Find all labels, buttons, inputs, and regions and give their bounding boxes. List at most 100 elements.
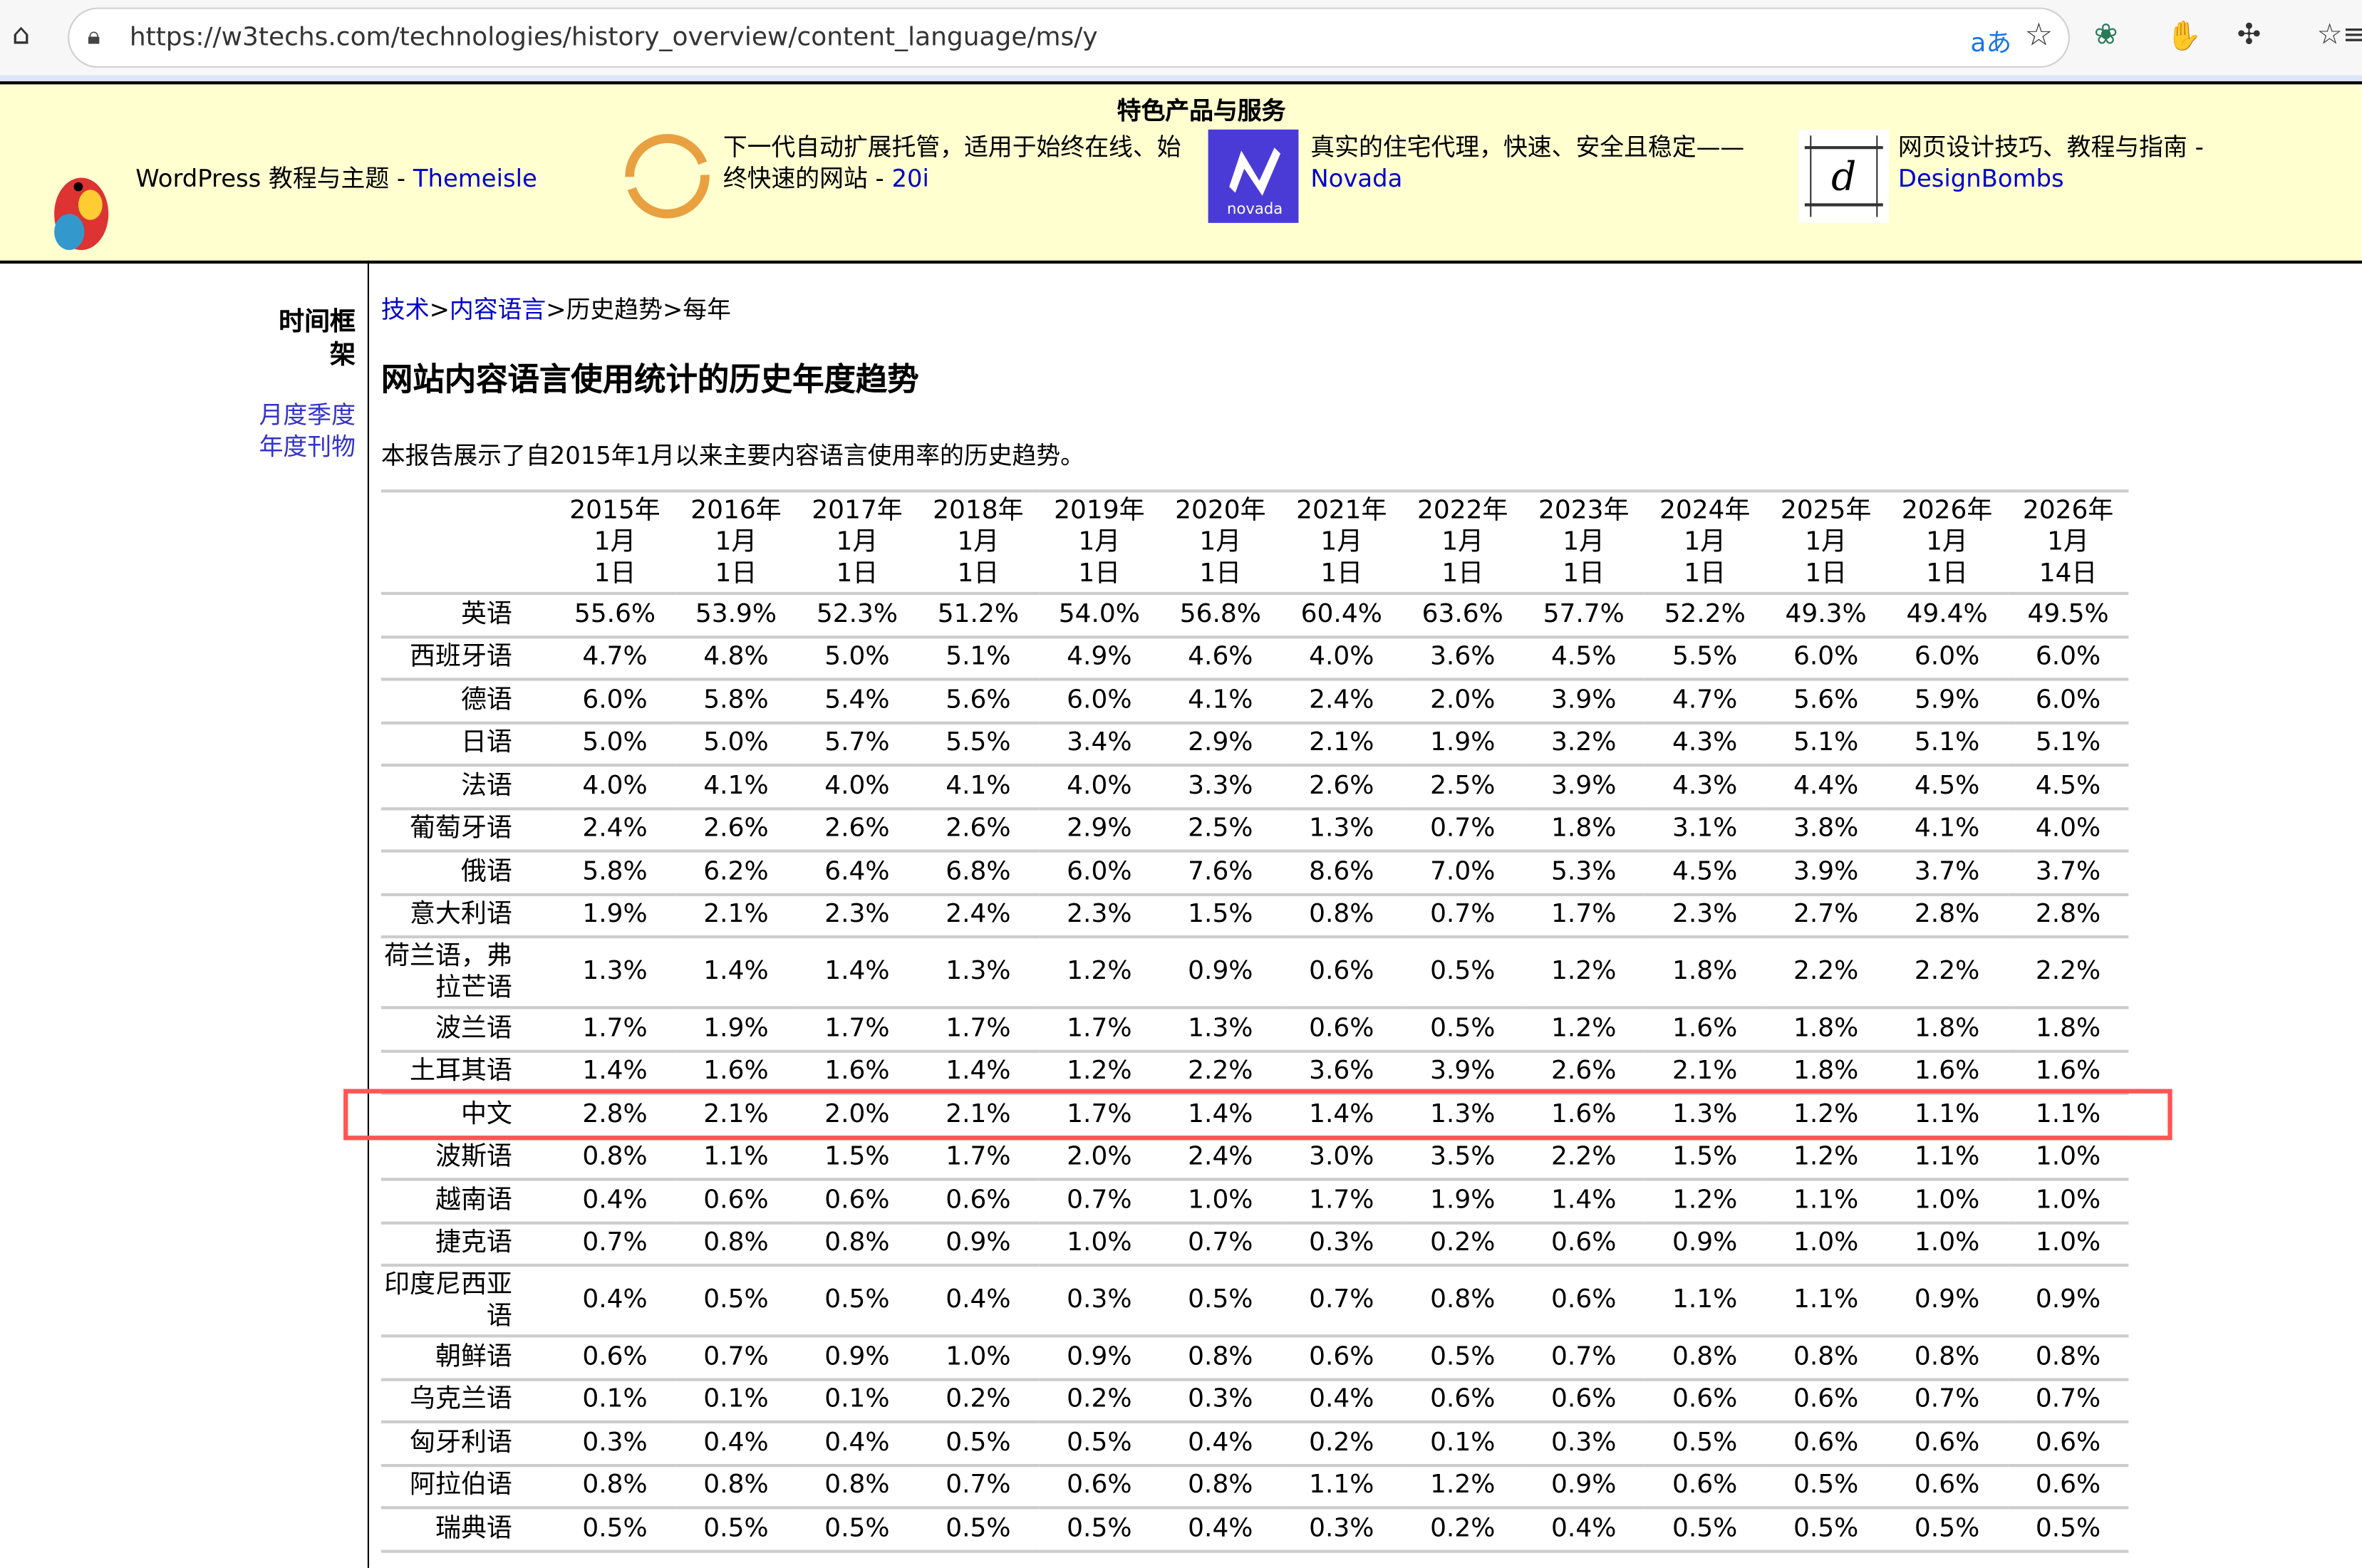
breadcrumb: 技术>内容语言>历史趋势>每年 xyxy=(381,289,731,326)
value-cell: 1.2% xyxy=(1765,1093,1887,1138)
value-cell: 0.8% xyxy=(1280,893,1402,939)
ad-link[interactable]: DesignBombs xyxy=(1897,164,2064,193)
value-cell: 1.2% xyxy=(1523,1007,1644,1052)
value-cell: 2.6% xyxy=(796,808,918,853)
ad-link[interactable]: Themeisle xyxy=(413,164,537,193)
value-cell: 51.2% xyxy=(917,593,1039,638)
value-cell: 2.1% xyxy=(1644,1050,1766,1095)
extension-icon[interactable]: ✋ xyxy=(2166,19,2202,53)
value-cell: 0.9% xyxy=(796,1336,918,1381)
ad-link[interactable]: 20i xyxy=(891,164,929,193)
puzzle-icon[interactable]: ✣ xyxy=(2237,18,2262,51)
value-cell: 2.3% xyxy=(1038,893,1160,939)
value-cell: 49.4% xyxy=(1886,593,2008,638)
ad-link[interactable]: Novada xyxy=(1310,164,1403,193)
lock-icon[interactable]: 🔒︎ xyxy=(87,21,100,50)
value-cell: 1.9% xyxy=(1402,1179,1523,1224)
value-cell: 2.2% xyxy=(1523,1136,1644,1181)
value-cell: 2.6% xyxy=(1280,765,1402,810)
address-bar[interactable]: 🔒︎ https://w3techs.com/technologies/hist… xyxy=(68,7,2070,68)
value-cell: 0.6% xyxy=(1644,1379,1766,1423)
value-cell: 1.0% xyxy=(2007,1136,2129,1181)
value-cell: 1.4% xyxy=(1159,1093,1281,1138)
table-row: 印度尼西亚语 0.4% 0.5% 0.5% 0.4% 0.3% 0.5% 0.7% 0.8% 0.… xyxy=(380,1265,2129,1338)
breadcrumb-technologies[interactable]: 技术 xyxy=(380,295,430,324)
url-text[interactable]: https://w3techs.com/technologies/history… xyxy=(129,22,1098,53)
table-row: 西班牙语 4.7% 4.8% 5.0% 5.1% 4.9% 4.6% 4.0% 3.6% 4.5%… xyxy=(380,636,2129,681)
value-cell: 0.3% xyxy=(1159,1379,1281,1423)
column-header: 2026年 1月 1日 xyxy=(1886,491,2008,596)
value-cell: 0.7% xyxy=(675,1336,797,1381)
value-cell: 57.7% xyxy=(1523,593,1644,638)
table-row: 波兰语 1.7% 1.9% 1.7% 1.7% 1.7% 1.3% 0.6% 0.5% 1.2% 1… xyxy=(380,1007,2129,1052)
value-cell: 6.4% xyxy=(796,851,918,895)
value-cell: 0.6% xyxy=(796,1179,918,1224)
timeframe-quarterly[interactable]: 季度 xyxy=(307,400,356,430)
tab-strip xyxy=(0,75,2362,82)
value-cell: 4.8% xyxy=(675,636,797,681)
value-cell: 4.0% xyxy=(796,765,918,810)
value-cell: 0.7% xyxy=(554,1222,675,1267)
favorites-icon[interactable]: ☆≡ xyxy=(2316,18,2362,51)
value-cell: 52.2% xyxy=(1644,593,1766,638)
star-icon[interactable]: ☆ xyxy=(2024,16,2053,53)
value-cell: 3.4% xyxy=(1038,722,1160,767)
value-cell: 6.0% xyxy=(1038,679,1160,724)
value-cell: 0.8% xyxy=(2007,1336,2129,1381)
value-cell: 0.9% xyxy=(1159,937,1281,1009)
value-cell: 0.7% xyxy=(1280,1265,1402,1338)
value-cell: 0.4% xyxy=(1159,1421,1281,1467)
row-label: 朝鲜语 xyxy=(380,1336,555,1381)
designbombs-logo[interactable]: d xyxy=(1798,129,1890,223)
extension-icon[interactable]: ❀ xyxy=(2093,18,2118,51)
parrot-logo[interactable] xyxy=(33,160,124,253)
value-cell: 0.3% xyxy=(1523,1421,1644,1467)
timeframe-publication[interactable]: 刊物 xyxy=(307,432,356,461)
novada-logo[interactable]: novada xyxy=(1208,129,1299,223)
value-cell: 1.4% xyxy=(917,1050,1039,1095)
value-cell: 4.1% xyxy=(675,765,797,810)
page-title: 网站内容语言使用统计的历史年度趋势 xyxy=(380,361,919,398)
timeframe-monthly[interactable]: 月度 xyxy=(259,400,308,430)
value-cell: 0.9% xyxy=(1523,1465,1644,1510)
timeframe-yearly[interactable]: 年度 xyxy=(259,432,308,461)
value-cell: 0.6% xyxy=(1644,1465,1766,1510)
value-cell: 0.4% xyxy=(917,1265,1039,1338)
value-cell: 0.8% xyxy=(796,1465,918,1510)
breadcrumb-content-language[interactable]: 内容语言 xyxy=(449,295,547,324)
value-cell: 2.2% xyxy=(1765,937,1887,1009)
breadcrumb-sep: > xyxy=(429,295,450,324)
translate-icon[interactable]: aあ xyxy=(1970,28,2012,59)
value-cell: 1.8% xyxy=(2007,1007,2129,1052)
table-row: 越南语 0.4% 0.6% 0.6% 0.6% 0.7% 1.0% 1.7% 1.9% 1.4% 1… xyxy=(380,1179,2129,1224)
value-cell: 0.4% xyxy=(554,1265,675,1338)
ad-designbombs: 网页设计技巧、教程与指南 - DesignBombs xyxy=(1898,131,2350,194)
value-cell: 2.8% xyxy=(1886,893,2008,939)
value-cell: 0.2% xyxy=(1280,1421,1402,1467)
value-cell: 4.6% xyxy=(1159,636,1281,681)
value-cell: 49.5% xyxy=(2007,593,2129,638)
20i-logo[interactable] xyxy=(621,130,711,223)
value-cell: 4.0% xyxy=(2007,808,2129,853)
value-cell: 1.9% xyxy=(554,893,675,939)
value-cell: 0.8% xyxy=(1644,1336,1766,1381)
timeframe-title: 时间框架 xyxy=(279,307,356,371)
value-cell: 7.6% xyxy=(1159,851,1281,895)
language-trend-table: 2015年 1月 1日 2016年 1月 1日 2017年 1月 1日 2018年 1… xyxy=(380,489,2129,1552)
home-icon[interactable]: ⌂ xyxy=(11,18,31,51)
value-cell: 53.9% xyxy=(675,593,797,638)
value-cell: 2.6% xyxy=(1523,1050,1644,1095)
value-cell: 4.7% xyxy=(1644,679,1766,724)
table-row: 意大利语 1.9% 2.1% 2.3% 2.4% 2.3% 1.5% 0.8% 0.7% 1.7%… xyxy=(380,893,2129,939)
sponsored-banner: 特色产品与服务 WordPress 教程与主题 - Themeisle 下一代自… xyxy=(0,81,2362,264)
row-label: 印度尼西亚语 xyxy=(380,1265,555,1338)
value-cell: 2.1% xyxy=(675,1093,797,1138)
value-cell: 0.7% xyxy=(1159,1222,1281,1267)
value-cell: 0.6% xyxy=(1280,937,1402,1009)
value-cell: 0.4% xyxy=(796,1421,918,1467)
value-cell: 4.3% xyxy=(1644,765,1766,810)
column-header: 2026年 1月 14日 xyxy=(2007,491,2129,596)
value-cell: 1.4% xyxy=(554,1050,675,1095)
ad-novada: 真实的住宅代理，快速、安全且稳定—— Novada xyxy=(1310,131,1777,194)
value-cell: 5.0% xyxy=(554,722,675,767)
